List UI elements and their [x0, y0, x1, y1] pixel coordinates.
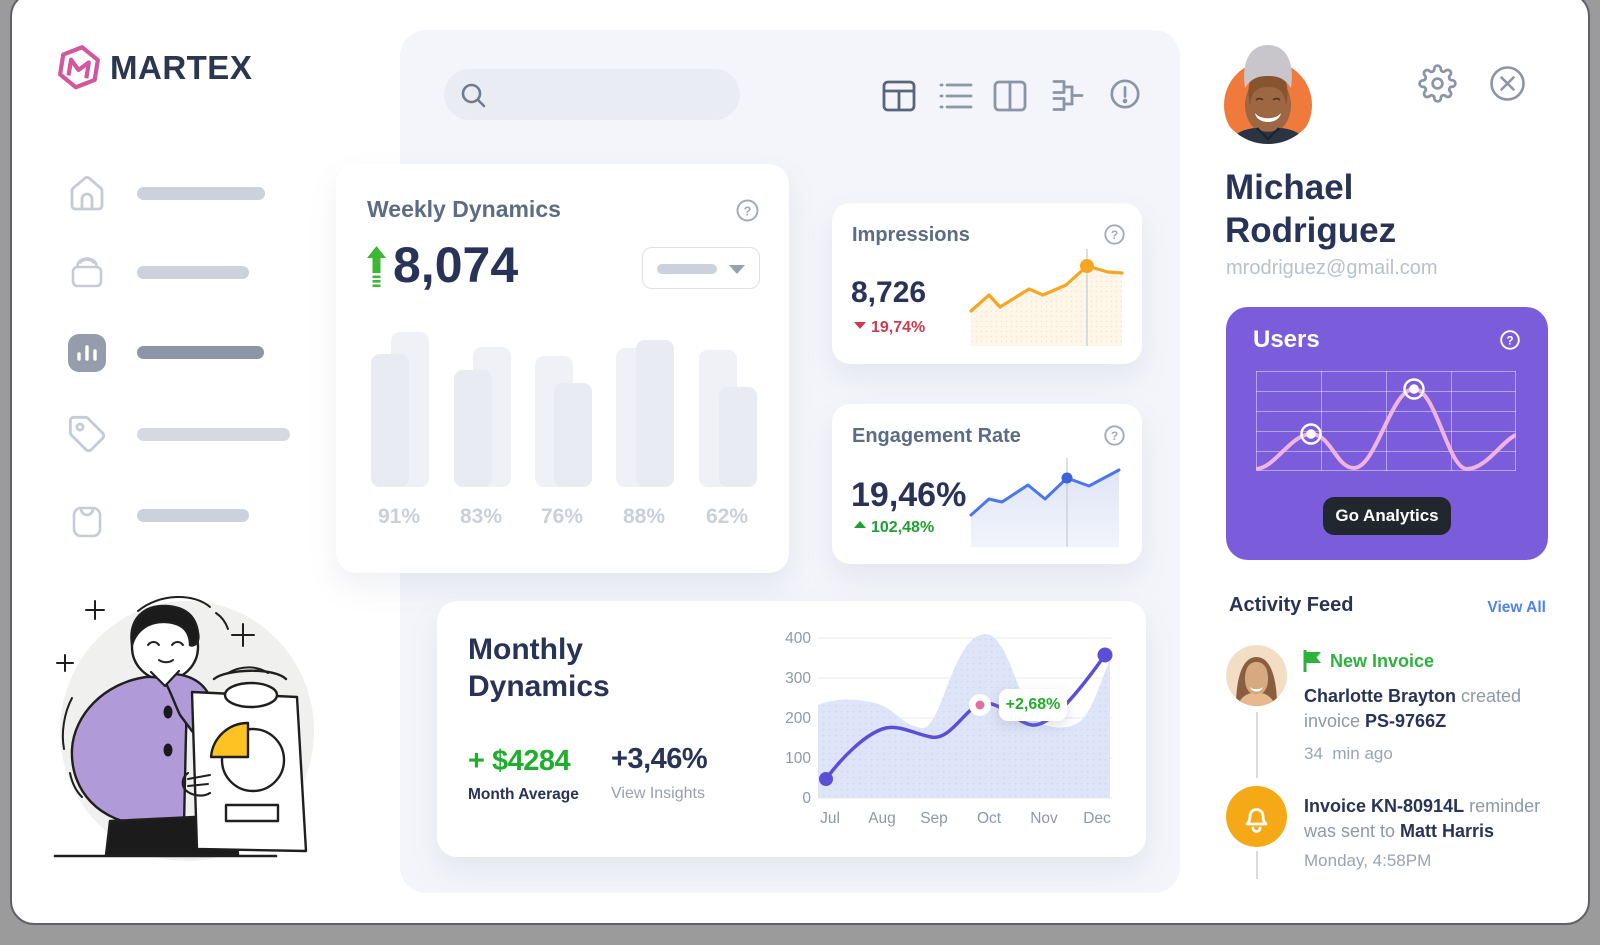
svg-text:Dec: Dec: [1083, 810, 1111, 827]
svg-text:200: 200: [785, 710, 811, 727]
svg-text:Oct: Oct: [977, 810, 1002, 827]
svg-text:300: 300: [785, 670, 811, 687]
svg-text:19,74%: 19,74%: [871, 319, 925, 336]
svg-text:Nov: Nov: [1030, 810, 1058, 827]
svg-text:?: ?: [1111, 228, 1118, 242]
svg-text:?: ?: [744, 204, 752, 219]
svg-text:400: 400: [785, 630, 811, 647]
svg-text:Jul: Jul: [820, 810, 840, 827]
svg-text:Aug: Aug: [868, 810, 896, 827]
svg-text:102,48%: 102,48%: [871, 519, 934, 536]
svg-text:?: ?: [1506, 336, 1513, 348]
svg-text:?: ?: [1111, 429, 1118, 443]
svg-text:0: 0: [802, 790, 811, 807]
svg-text:Sep: Sep: [920, 810, 948, 827]
svg-text:100: 100: [785, 750, 811, 767]
